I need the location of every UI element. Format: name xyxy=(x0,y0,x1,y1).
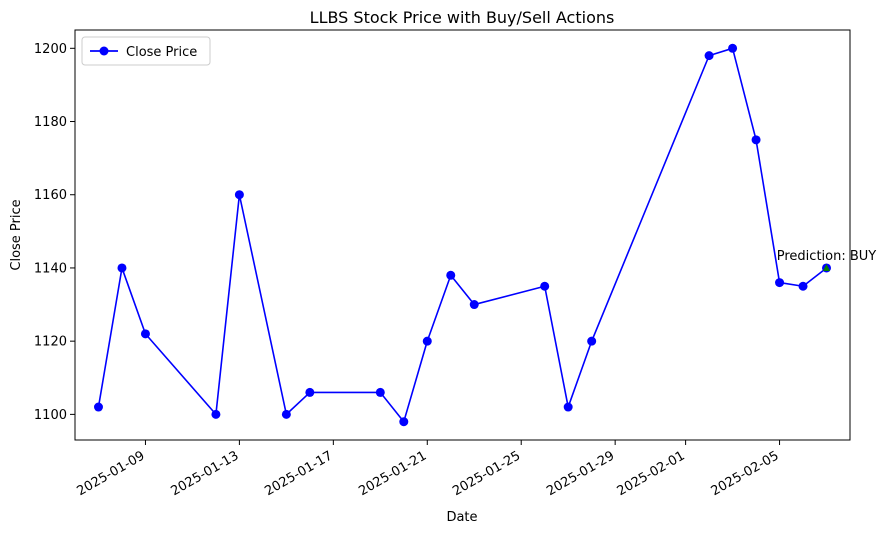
data-point xyxy=(211,409,221,419)
chart-title: LLBS Stock Price with Buy/Sell Actions xyxy=(310,8,615,27)
y-tick-label: 1140 xyxy=(34,261,67,276)
y-tick-label: 1100 xyxy=(34,408,67,423)
data-point xyxy=(446,270,456,280)
data-point xyxy=(775,278,785,288)
prediction-marker xyxy=(823,263,831,271)
x-axis-label: Date xyxy=(446,510,477,525)
data-point xyxy=(93,402,103,412)
y-tick-label: 1200 xyxy=(34,42,67,57)
legend-label-close-price: Close Price xyxy=(126,45,197,60)
data-point xyxy=(540,281,550,291)
data-point xyxy=(234,190,244,200)
data-point xyxy=(117,263,127,273)
data-point xyxy=(422,336,432,346)
legend-marker-swatch xyxy=(99,46,109,56)
data-point xyxy=(563,402,573,412)
data-point xyxy=(587,336,597,346)
data-point xyxy=(305,387,315,397)
y-tick-label: 1160 xyxy=(34,188,67,203)
data-point xyxy=(704,51,714,61)
plot-area: Prediction: BUY xyxy=(93,43,877,427)
data-point xyxy=(751,135,761,145)
data-point xyxy=(728,43,738,53)
data-point xyxy=(798,281,808,291)
data-point xyxy=(375,387,385,397)
prediction-annotation: Prediction: BUY xyxy=(777,249,877,264)
plot-frame xyxy=(74,29,851,441)
data-point xyxy=(140,329,150,339)
data-point xyxy=(281,409,291,419)
legend-box xyxy=(81,36,211,66)
data-point xyxy=(469,300,479,310)
y-tick-label: 1120 xyxy=(34,335,67,350)
y-axis-label: Close Price xyxy=(9,199,24,270)
legend: Close Price xyxy=(81,36,211,66)
data-point xyxy=(399,417,409,427)
y-tick-label: 1180 xyxy=(34,115,67,130)
